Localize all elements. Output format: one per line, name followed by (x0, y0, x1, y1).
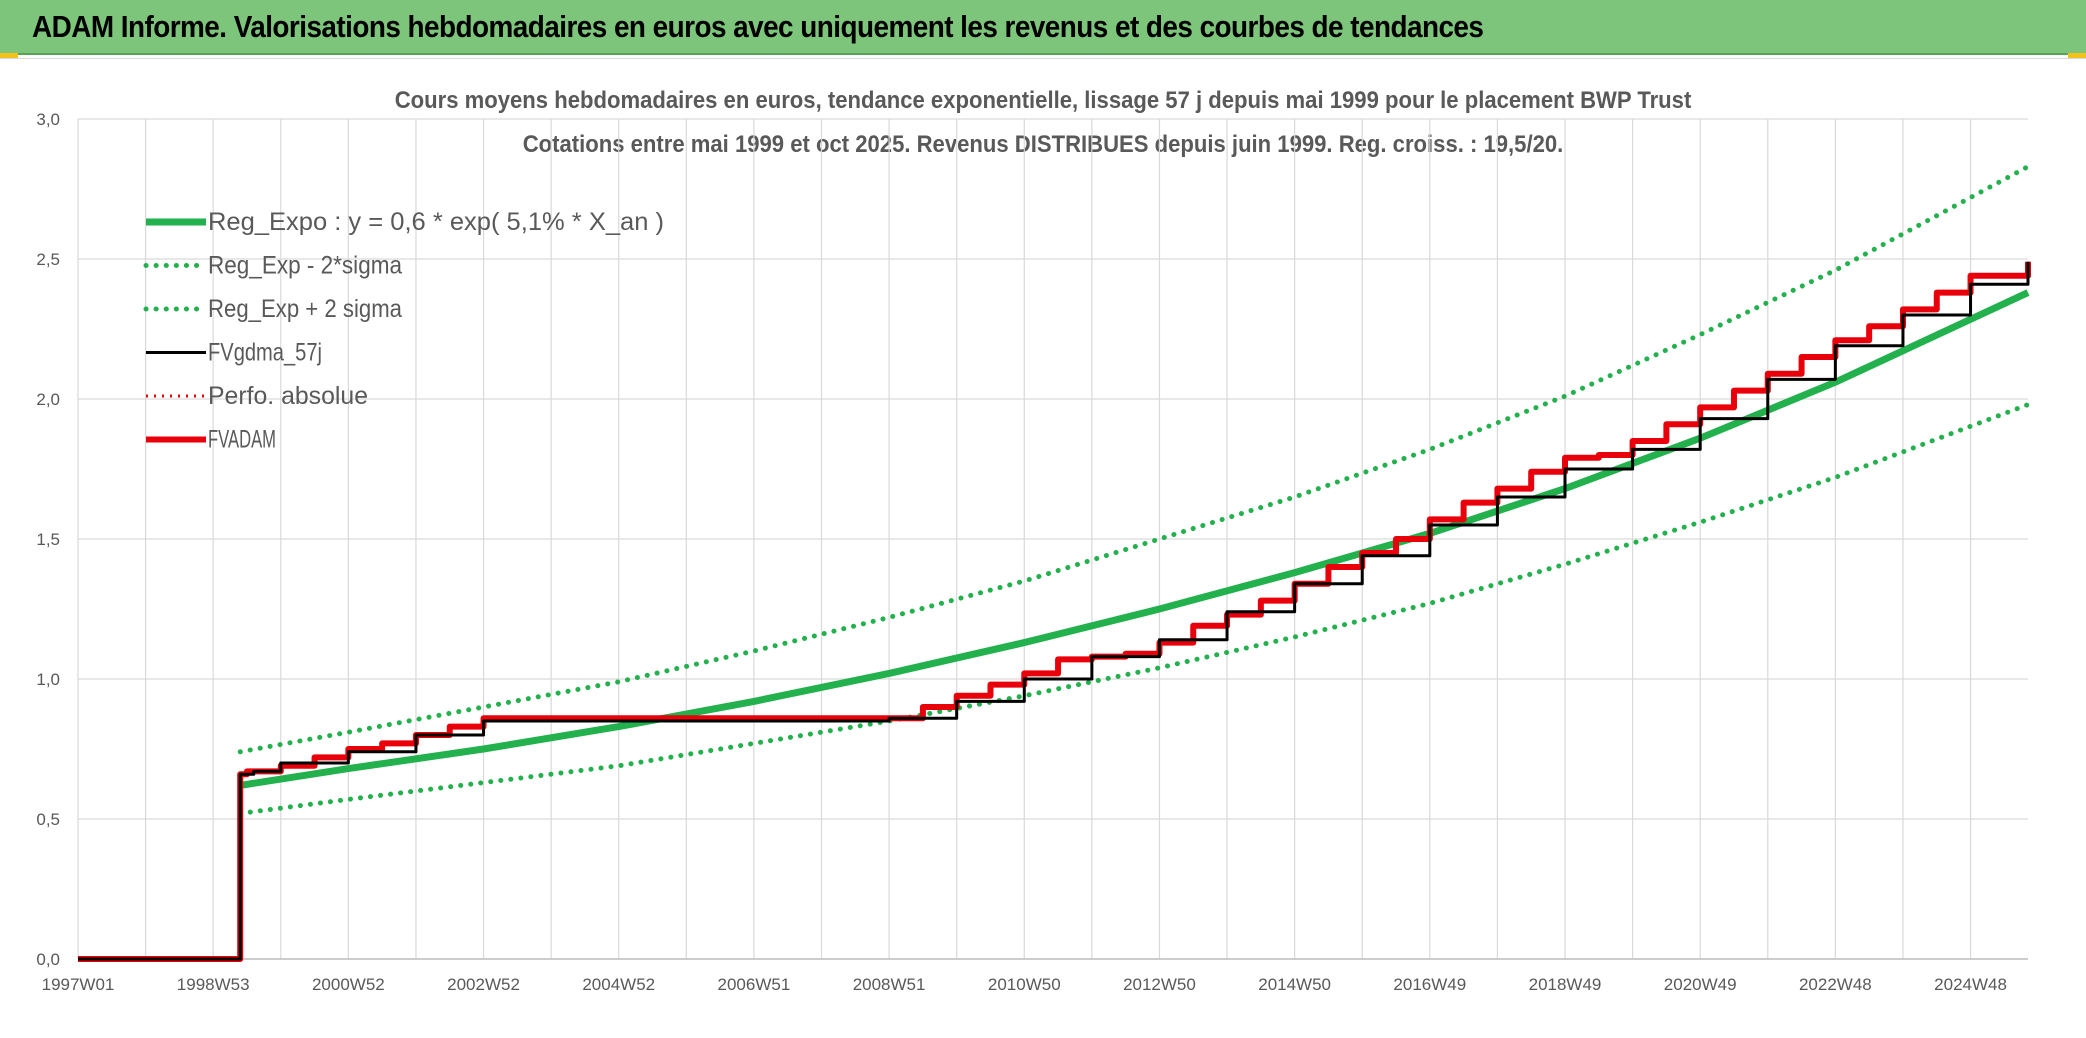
y-tick-label: 1,0 (36, 670, 60, 689)
x-tick-label: 2012W50 (1123, 975, 1196, 994)
legend-label: Reg_Exp + 2 sigma (208, 295, 402, 323)
x-tick-label: 2006W51 (718, 975, 791, 994)
banner-title: ADAM Informe. Valorisations hebdomadaire… (32, 9, 1484, 44)
chart-subtitle: Cotations entre mai 1999 et oct 2025. Re… (522, 131, 1564, 158)
y-tick-label: 0,0 (36, 950, 60, 969)
x-tick-label: 1997W01 (42, 975, 115, 994)
banner: ADAM Informe. Valorisations hebdomadaire… (0, 0, 2086, 55)
legend-label: FVgdma_57j (208, 339, 322, 367)
x-tick-label: 2024W48 (1934, 975, 2007, 994)
y-tick-label: 0,5 (36, 810, 60, 829)
corner-mark-left (0, 53, 18, 59)
upper-sigma-series-line (237, 164, 2031, 755)
y-tick-label: 2,5 (36, 250, 60, 269)
legend-label: FVADAM (208, 426, 276, 454)
x-tick-label: 2016W49 (1393, 975, 1466, 994)
legend-label: Reg_Exp - 2*sigma (208, 252, 402, 280)
x-tick-label: 2008W51 (853, 975, 926, 994)
x-tick-label: 2020W49 (1664, 975, 1737, 994)
corner-mark-right (2068, 53, 2086, 59)
x-tick-label: 2004W52 (582, 975, 655, 994)
x-tick-label: 2002W52 (447, 975, 520, 994)
x-tick-label: 2014W50 (1258, 975, 1331, 994)
trend-series-line (239, 289, 2030, 789)
chart-plot: 0,0 0,5 1,0 1,5 2,0 2,5 3,0 1997W01 1998W53 2000W… (36, 110, 2031, 994)
fvadam-series-line (78, 261, 2031, 962)
chart-frame: Cours moyens hebdomadaires en euros, ten… (0, 58, 2086, 1038)
x-tick-label: 2000W52 (312, 975, 385, 994)
x-tick-label: 2022W48 (1799, 975, 1872, 994)
y-tick-label: 1,5 (36, 530, 60, 549)
x-tick-label: 2010W50 (988, 975, 1061, 994)
x-tick-label: 1998W53 (177, 975, 250, 994)
fvgdma-series-line (78, 261, 2030, 961)
y-tick-label: 3,0 (36, 110, 60, 129)
lower-sigma-series-line (237, 402, 2031, 816)
chart-title: Cours moyens hebdomadaires en euros, ten… (394, 87, 1692, 114)
legend-label: Reg_Expo : y = 0,6 * exp( 5,1% * X_an ) (208, 208, 664, 236)
legend-label: Perfo. absolue (208, 382, 368, 410)
y-tick-label: 2,0 (36, 390, 60, 409)
x-tick-label: 2018W49 (1529, 975, 1602, 994)
